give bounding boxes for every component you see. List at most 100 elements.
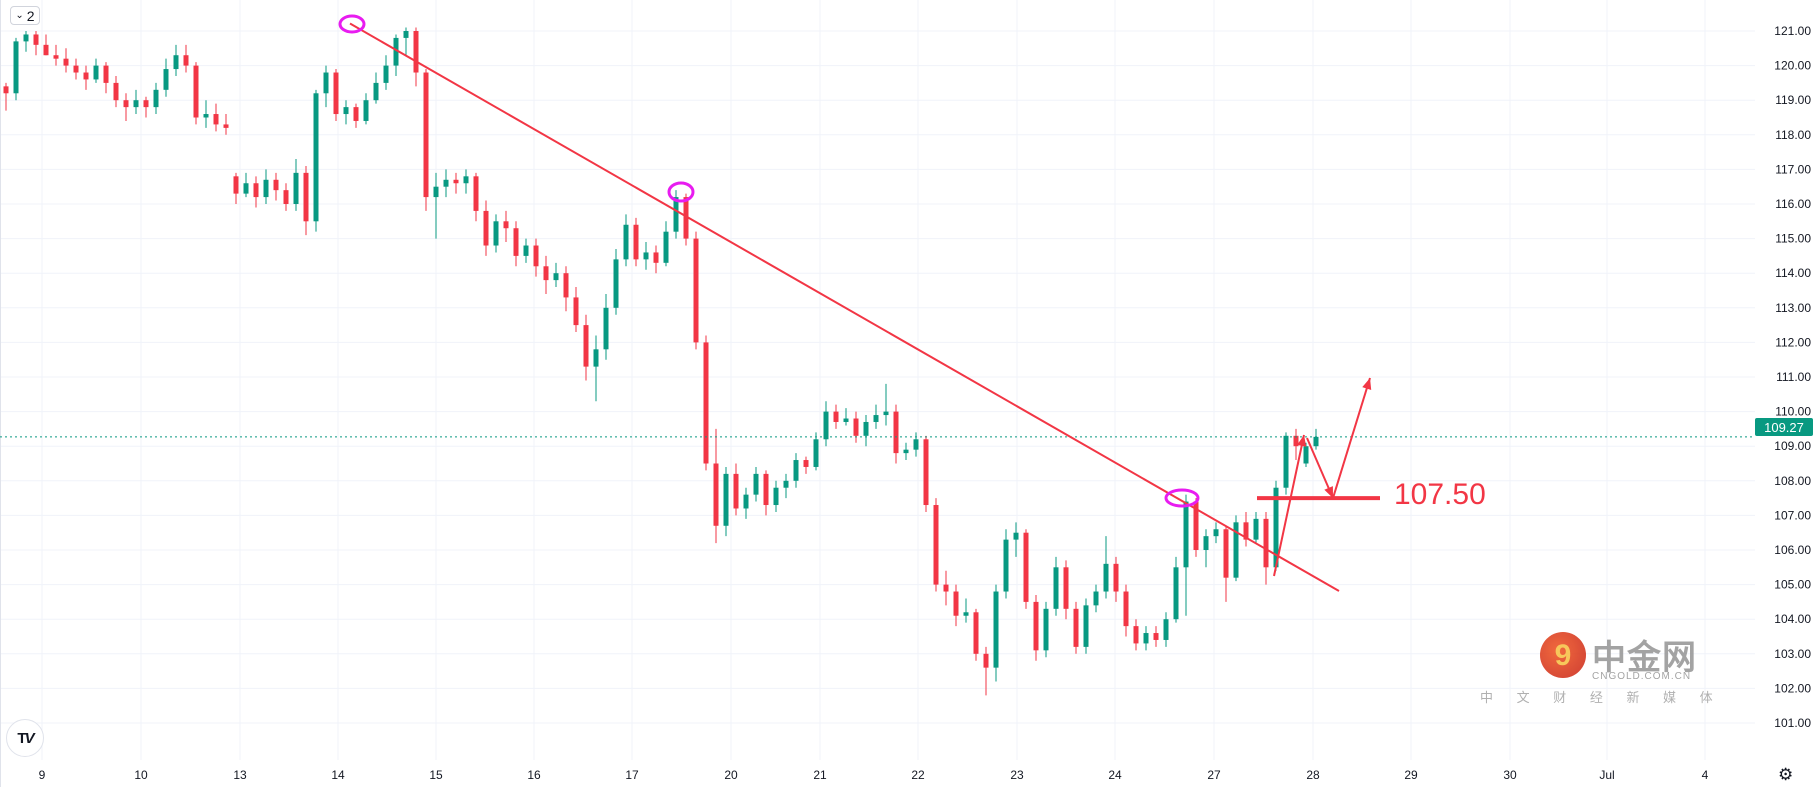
candle-body bbox=[523, 245, 529, 256]
drawings[interactable] bbox=[338, 14, 1380, 592]
candle bbox=[323, 65, 329, 108]
candle-body bbox=[1293, 435, 1299, 447]
candle-body bbox=[93, 65, 99, 80]
candle-body bbox=[833, 411, 839, 422]
price-axis[interactable]: 101.00 102.00 103.00 104.00 105.00 106.00 107.… bbox=[1774, 24, 1811, 730]
trendline bbox=[349, 22, 1340, 592]
settings-gear-icon[interactable]: ⚙ bbox=[1778, 765, 1794, 784]
candle-body bbox=[783, 480, 789, 488]
price-tick-label: 120.00 bbox=[1774, 59, 1811, 73]
candle bbox=[213, 103, 219, 132]
candle-body bbox=[513, 228, 519, 256]
projection-arrow bbox=[1306, 437, 1334, 499]
candle-body bbox=[923, 439, 929, 506]
candle-body bbox=[1123, 591, 1129, 627]
interval-collapse-button[interactable]: ⌄ 2 bbox=[10, 6, 40, 25]
candle bbox=[623, 214, 629, 267]
candle bbox=[613, 248, 619, 315]
candle bbox=[203, 100, 209, 128]
candle bbox=[1013, 522, 1019, 557]
time-tick-label: 24 bbox=[1108, 768, 1122, 782]
candle bbox=[1063, 560, 1069, 620]
price-tick-label: 112.00 bbox=[1775, 335, 1811, 349]
candle-body bbox=[883, 411, 889, 416]
candle bbox=[533, 238, 539, 277]
arrowhead bbox=[1297, 435, 1307, 447]
cngold-logo-icon: 9 bbox=[1540, 632, 1586, 678]
candle bbox=[503, 210, 509, 243]
candle-body bbox=[1063, 567, 1069, 609]
candle bbox=[253, 176, 259, 208]
candle bbox=[1203, 529, 1209, 568]
candle-body bbox=[713, 463, 719, 526]
candle-body bbox=[293, 172, 299, 204]
price-tick-label: 117.00 bbox=[1775, 162, 1811, 176]
candle-body bbox=[123, 100, 129, 108]
candle-body bbox=[33, 34, 39, 45]
candle bbox=[573, 287, 579, 333]
candle bbox=[853, 411, 859, 443]
watermark-brand: 中金网 bbox=[1592, 639, 1697, 677]
candle bbox=[833, 404, 839, 429]
candle-body bbox=[403, 31, 409, 38]
candle-body bbox=[433, 186, 439, 198]
candle bbox=[373, 72, 379, 104]
candle bbox=[1073, 601, 1079, 654]
time-axis[interactable]: 9 10 13 14 15 16 17 20 21 22 23 24 27 28 29 30 Jul 4 bbox=[39, 768, 1709, 782]
candle-body bbox=[483, 210, 489, 246]
candle bbox=[763, 470, 769, 516]
candle bbox=[1303, 442, 1309, 467]
candle bbox=[443, 169, 449, 198]
candle bbox=[173, 44, 179, 76]
candle bbox=[143, 96, 149, 118]
candle bbox=[1103, 536, 1109, 599]
candle-body bbox=[143, 100, 149, 108]
candle bbox=[523, 238, 529, 263]
candle-body bbox=[583, 325, 589, 367]
price-tick-label: 109.00 bbox=[1774, 439, 1811, 453]
candle-body bbox=[1223, 529, 1229, 578]
price-tick-label: 121.00 bbox=[1774, 24, 1811, 38]
candle-body bbox=[1243, 522, 1249, 540]
candle-body bbox=[953, 591, 959, 616]
candle bbox=[823, 401, 829, 447]
candle bbox=[293, 159, 299, 211]
time-tick-label: 22 bbox=[911, 768, 925, 782]
candle bbox=[73, 58, 79, 80]
candle-body bbox=[963, 612, 969, 616]
candle bbox=[1223, 525, 1229, 602]
candle bbox=[843, 408, 849, 426]
candle bbox=[793, 453, 799, 488]
candle bbox=[133, 89, 139, 115]
price-tick-label: 108.00 bbox=[1774, 474, 1811, 488]
candle bbox=[313, 89, 319, 232]
candle-body bbox=[1043, 608, 1049, 651]
candle bbox=[773, 480, 779, 512]
candle-body bbox=[423, 72, 429, 198]
candle-body bbox=[503, 221, 509, 229]
candle bbox=[993, 584, 999, 682]
candle-body bbox=[593, 349, 599, 367]
candle-body bbox=[153, 89, 159, 108]
candle bbox=[283, 183, 289, 211]
candle-body bbox=[673, 197, 679, 232]
candle-body bbox=[203, 114, 209, 118]
candle bbox=[873, 404, 879, 429]
candle-body bbox=[233, 176, 239, 194]
candle bbox=[163, 58, 169, 97]
watermark-tagline: 中 文 财 经 新 媒 体 bbox=[1480, 690, 1723, 705]
candle-body bbox=[1273, 487, 1279, 568]
candle bbox=[1093, 584, 1099, 613]
price-tick-label: 101.00 bbox=[1774, 716, 1811, 730]
candle bbox=[543, 255, 549, 294]
candle-body bbox=[353, 107, 359, 121]
candle bbox=[683, 193, 689, 246]
time-tick-label: 13 bbox=[233, 768, 247, 782]
candle bbox=[1283, 432, 1289, 495]
candle bbox=[783, 473, 789, 499]
highlight-ellipse bbox=[338, 14, 366, 34]
candle bbox=[463, 169, 469, 194]
candle bbox=[383, 55, 389, 90]
